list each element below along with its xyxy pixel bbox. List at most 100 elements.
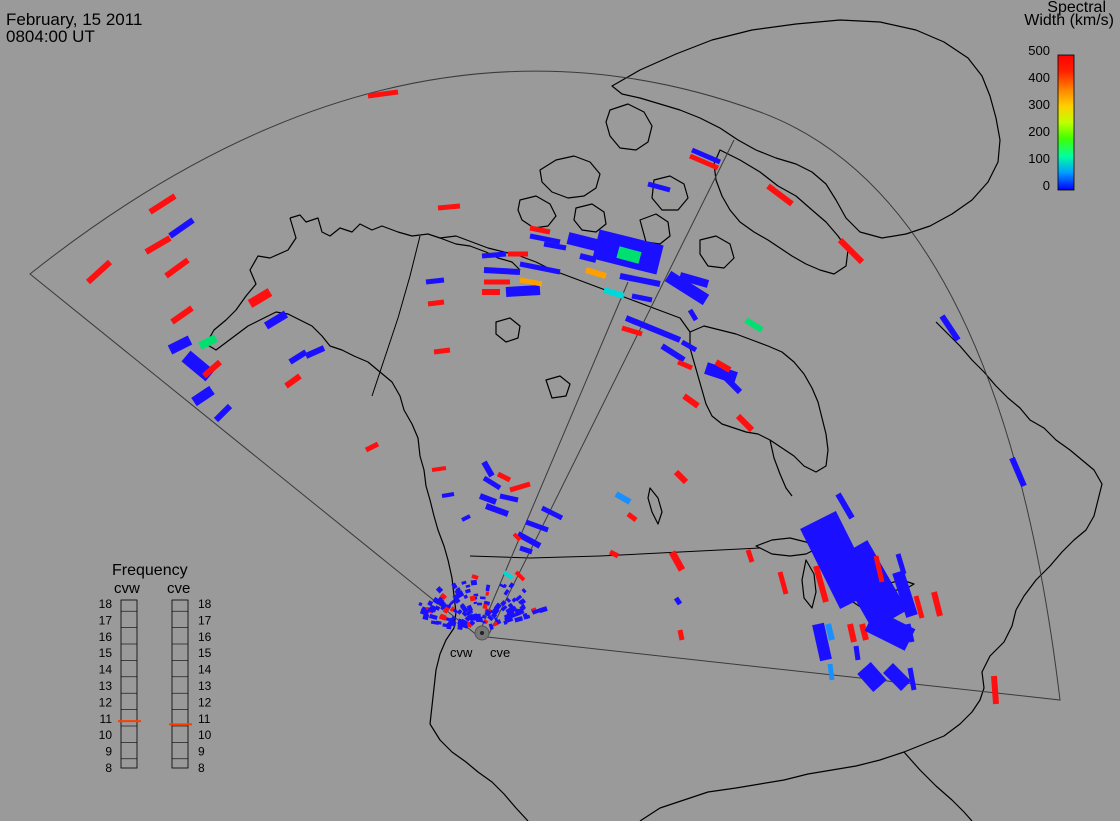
backscatter-cell-near-range <box>508 582 515 589</box>
backscatter-cell-near-range <box>429 613 438 621</box>
backscatter-cell <box>735 413 755 433</box>
backscatter-cell <box>263 310 289 330</box>
backscatter-cell-near-range <box>447 601 454 608</box>
backscatter-cell <box>516 531 542 549</box>
backscatter-cell-near-range <box>464 615 471 621</box>
backscatter-cell-near-range <box>427 600 434 607</box>
backscatter-cell <box>883 663 911 691</box>
backscatter-cell <box>585 267 607 279</box>
backscatter-cell <box>482 475 502 491</box>
backscatter-cell-near-range <box>438 614 448 621</box>
frequency-tick-left: 15 <box>99 646 113 660</box>
backscatter-cell-near-range <box>530 607 537 613</box>
backscatter-cell-near-range <box>522 612 529 620</box>
backscatter-cell <box>835 492 855 520</box>
colorbar-tick-200: 200 <box>1028 124 1050 139</box>
backscatter-cell <box>864 609 916 651</box>
backscatter-cell <box>827 663 835 681</box>
backscatter-cell <box>425 277 445 285</box>
backscatter-cell <box>512 532 522 542</box>
backscatter-cell <box>202 359 222 379</box>
backscatter-cell-near-range <box>482 603 488 610</box>
backscatter-cell-near-range <box>451 616 456 621</box>
backscatter-cell <box>673 596 683 606</box>
backscatter-cell <box>832 540 908 630</box>
backscatter-cell <box>304 345 326 359</box>
backscatter-cell-near-range <box>446 622 452 630</box>
border-canada-us <box>469 547 761 559</box>
backscatter-cell <box>714 359 732 373</box>
backscatter-cell <box>691 147 721 165</box>
backscatter-cell-near-range <box>469 595 476 602</box>
frequency-tick-right: 15 <box>198 646 212 660</box>
backscatter-cell-near-range <box>521 588 527 594</box>
frequency-tick-left: 18 <box>99 597 113 611</box>
backscatter-cell-near-range <box>470 579 478 586</box>
backscatter-cell-near-range <box>490 606 500 616</box>
backscatter-cell-near-range <box>461 580 467 585</box>
backscatter-cell <box>678 272 710 288</box>
backscatter-cell <box>668 550 686 572</box>
backscatter-cell-near-range <box>487 614 494 622</box>
backscatter-cell <box>907 667 917 691</box>
backscatter-cell <box>939 314 961 342</box>
lake-winnipeg <box>647 487 663 525</box>
backscatter-cell-near-range <box>436 597 445 606</box>
backscatter-cell <box>514 570 526 582</box>
backscatter-cell <box>529 233 561 245</box>
backscatter-cell-near-range <box>506 610 514 618</box>
backscatter-cell-near-range <box>456 609 463 615</box>
frequency-tick-left: 14 <box>99 663 113 677</box>
backscatter-cell <box>427 299 445 307</box>
backscatter-cell-near-range <box>428 604 438 613</box>
lake-michigan <box>801 559 817 609</box>
coastline-arctic-mainland <box>439 235 691 333</box>
backscatter-cell <box>608 549 620 559</box>
backscatter-cell-near-range <box>485 591 490 596</box>
backscatter-cell-near-range <box>442 606 450 614</box>
colorbar-tick-400: 400 <box>1028 70 1050 85</box>
backscatter-cell <box>566 232 602 252</box>
backscatter-cell <box>892 570 918 618</box>
date-label: February, 15 2011 <box>6 10 143 29</box>
colorbar-tick-0: 0 <box>1043 178 1050 193</box>
frequency-tick-right: 14 <box>198 663 212 677</box>
coastline-arctic-isl-2 <box>517 195 557 229</box>
backscatter-cell <box>857 662 887 692</box>
backscatter-cell <box>631 293 653 303</box>
backscatter-cell-near-range <box>503 589 510 596</box>
backscatter-cell <box>777 571 789 595</box>
backscatter-cell-near-range <box>514 594 523 602</box>
backscatter-cell <box>673 469 689 485</box>
backscatter-cell-near-range <box>511 597 517 603</box>
backscatter-cell <box>441 492 455 498</box>
backscatter-cell <box>505 285 541 297</box>
backscatter-cell-near-range <box>488 623 494 631</box>
backscatter-cell-near-range <box>457 623 464 631</box>
backscatter-cell-near-range <box>465 584 471 588</box>
backscatter-cell <box>745 549 755 563</box>
backscatter-cell <box>191 385 215 407</box>
backscatter-cell <box>853 645 861 661</box>
backscatter-cell-near-range <box>503 613 509 619</box>
frequency-tick-right: 13 <box>198 679 212 693</box>
frequency-tick-right: 9 <box>198 745 205 759</box>
backscatter-cell <box>433 347 451 355</box>
fov-outline <box>29 70 1061 701</box>
backscatter-cell <box>525 519 549 533</box>
backscatter-cell-near-range <box>503 620 508 625</box>
backscatter-cell <box>478 493 498 505</box>
coastline-alaska <box>289 214 521 271</box>
backscatter-cell <box>680 339 698 353</box>
backscatter-cell <box>619 273 661 287</box>
backscatter-cell-near-range <box>460 603 467 610</box>
backscatter-cell-near-range <box>454 589 461 594</box>
backscatter-cell <box>543 241 567 251</box>
backscatter-cell <box>616 246 642 264</box>
backscatter-cell <box>431 466 447 472</box>
backscatter-cell-near-range <box>485 584 491 592</box>
backscatter-cell <box>677 629 685 641</box>
backscatter-cell <box>825 623 835 641</box>
backscatter-cell-near-range <box>422 613 430 621</box>
backscatter-cell <box>529 225 551 235</box>
